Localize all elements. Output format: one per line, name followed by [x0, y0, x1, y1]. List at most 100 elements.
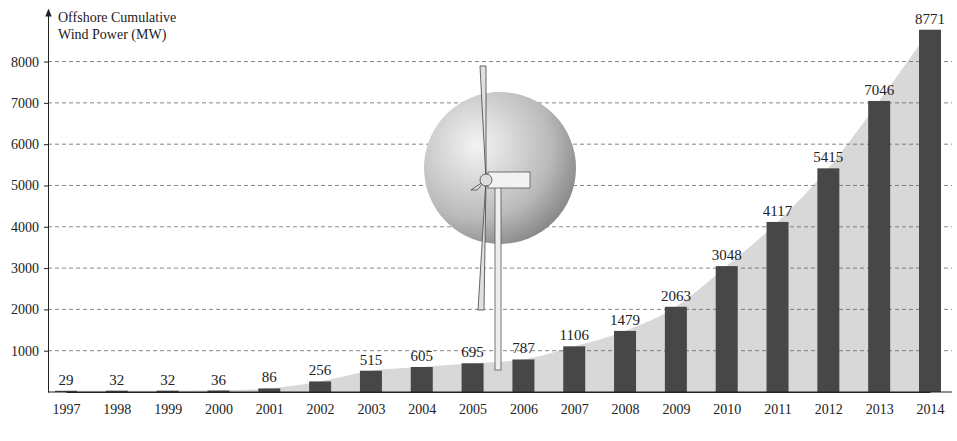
x-tick: 1998 [103, 402, 131, 417]
x-tick: 2010 [713, 402, 741, 417]
x-tick: 2013 [866, 402, 894, 417]
x-axis-domain [67, 392, 931, 393]
y-tick-label: 7000 [11, 96, 39, 111]
title-line: Offshore Cumulative [58, 10, 176, 25]
grid-line [48, 61, 952, 62]
x-tick: 2002 [307, 402, 335, 417]
title-line: Wind Power (MW) [58, 27, 167, 43]
data-label: 7046 [864, 82, 895, 98]
bar [716, 266, 738, 392]
turbine-nacelle [488, 172, 530, 188]
y-tick: 6000 [11, 137, 48, 152]
x-tick-label: 2012 [815, 402, 843, 417]
x-tick: 2001 [256, 402, 284, 417]
illustration [424, 66, 576, 370]
data-label: 3048 [712, 247, 742, 263]
y-tick-label: 3000 [11, 261, 39, 276]
y-tick-mark [44, 227, 48, 228]
y-tick-mark [44, 144, 48, 145]
y-tick: 3000 [11, 261, 48, 276]
turbine-hub [480, 174, 492, 186]
bar [614, 331, 636, 392]
x-tick-label: 2009 [662, 402, 690, 417]
x-tick-label: 2001 [256, 402, 284, 417]
data-label: 605 [411, 348, 434, 364]
data-label: 4117 [763, 203, 793, 219]
data-label: 1106 [560, 327, 590, 343]
x-tick-label: 2008 [612, 402, 640, 417]
plot-area [48, 30, 952, 392]
data-label: 2063 [661, 288, 691, 304]
x-tick-label: 2013 [866, 402, 894, 417]
bar [462, 363, 484, 392]
bar [258, 388, 280, 392]
x-tick-label: 2004 [408, 402, 436, 417]
x-tick: 2004 [408, 402, 436, 417]
data-label: 32 [109, 372, 124, 388]
data-label: 29 [59, 372, 74, 388]
x-axis: 1997 1998 1999 2000 2001 2002 2003 2004 2005 2006… [53, 393, 945, 417]
x-tick: 2003 [357, 402, 385, 417]
trend-area [66, 30, 930, 392]
y-tick-label: 6000 [11, 137, 39, 152]
bar [563, 346, 585, 392]
y-tick-mark [44, 268, 48, 269]
data-label: 256 [309, 362, 332, 378]
x-tick: 2006 [510, 402, 538, 417]
y-axis: 1000 2000 3000 4000 5000 6000 7000 8000 [11, 13, 49, 393]
y-axis-title: Offshore Cumulative Wind Power (MW) [58, 10, 176, 43]
y-tick: 2000 [11, 302, 48, 317]
y-tick-mark [44, 351, 48, 352]
x-tick-label: 2010 [713, 402, 741, 417]
x-tick: 2000 [205, 402, 233, 417]
x-tick-label: 1998 [103, 402, 131, 417]
y-tick-label: 2000 [11, 302, 39, 317]
data-label: 515 [360, 352, 383, 368]
x-tick: 1999 [154, 402, 182, 417]
bar [512, 359, 534, 392]
x-tick: 2007 [561, 402, 589, 417]
y-tick-mark [44, 62, 48, 63]
x-tick: 2009 [662, 402, 690, 417]
x-tick-label: 1997 [53, 402, 81, 417]
bar [919, 30, 941, 392]
x-tick: 2005 [459, 402, 487, 417]
x-tick-label: 2002 [307, 402, 335, 417]
x-tick-label: 2003 [357, 402, 385, 417]
x-tick-label: 1999 [154, 402, 182, 417]
data-label: 8771 [915, 11, 945, 27]
data-label: 32 [160, 372, 175, 388]
data-label: 36 [211, 372, 227, 388]
turbine-tower [495, 180, 501, 370]
data-label: 695 [461, 344, 484, 360]
y-tick-label: 8000 [11, 55, 39, 70]
y-tick-mark [44, 103, 48, 104]
chart: 2932323686256515605695787110614792063304… [0, 0, 957, 441]
bar [665, 307, 687, 392]
y-tick: 4000 [11, 220, 48, 235]
x-tick: 2014 [917, 402, 945, 417]
bar [411, 367, 433, 392]
data-labels: 2932323686256515605695787110614792063304… [59, 11, 946, 388]
x-tick-label: 2007 [561, 402, 589, 417]
y-tick-label: 4000 [11, 220, 39, 235]
bar [360, 371, 382, 392]
y-tick: 8000 [11, 55, 48, 70]
x-tick: 2011 [764, 402, 791, 417]
y-tick-label: 1000 [11, 344, 39, 359]
turbine-blade [480, 66, 486, 180]
x-tick: 2008 [612, 402, 640, 417]
x-tick-label: 2000 [205, 402, 233, 417]
data-label: 5415 [813, 149, 843, 165]
data-label: 787 [512, 340, 535, 356]
x-tick-label: 2011 [764, 402, 791, 417]
data-label: 86 [262, 369, 278, 385]
y-tick-mark [44, 185, 48, 186]
bar [767, 222, 789, 392]
x-tick-label: 2006 [510, 402, 538, 417]
y-tick-label: 5000 [11, 178, 39, 193]
bar [868, 101, 890, 392]
y-tick: 5000 [11, 178, 48, 193]
y-tick: 1000 [11, 344, 48, 359]
y-axis-line [48, 13, 49, 393]
